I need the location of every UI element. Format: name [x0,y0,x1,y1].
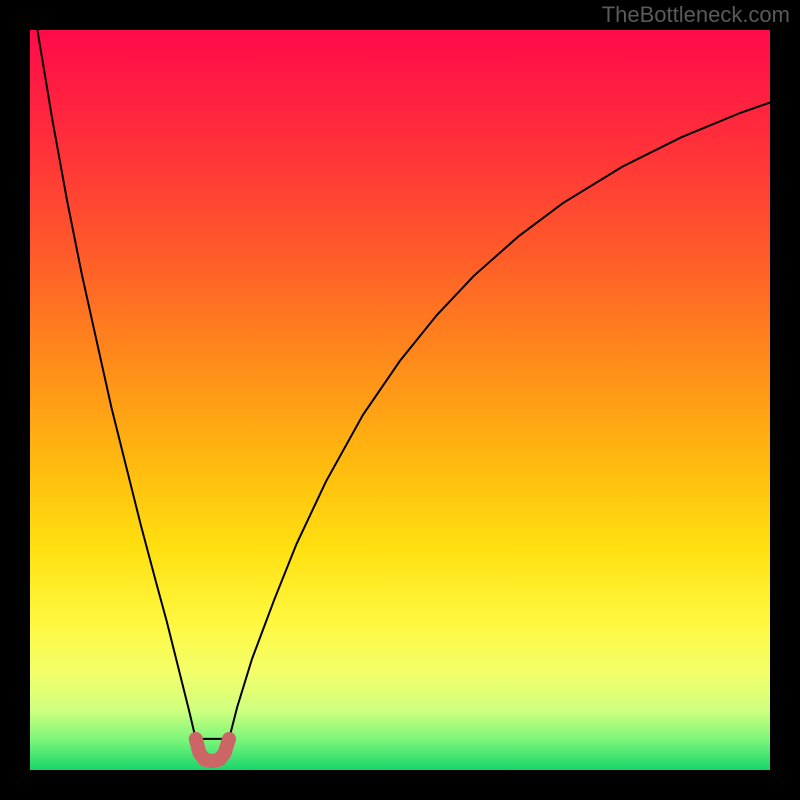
watermark-text: TheBottleneck.com [602,2,790,28]
gradient-background [30,30,770,770]
bottleneck-chart [0,0,800,800]
chart-frame: TheBottleneck.com [0,0,800,800]
